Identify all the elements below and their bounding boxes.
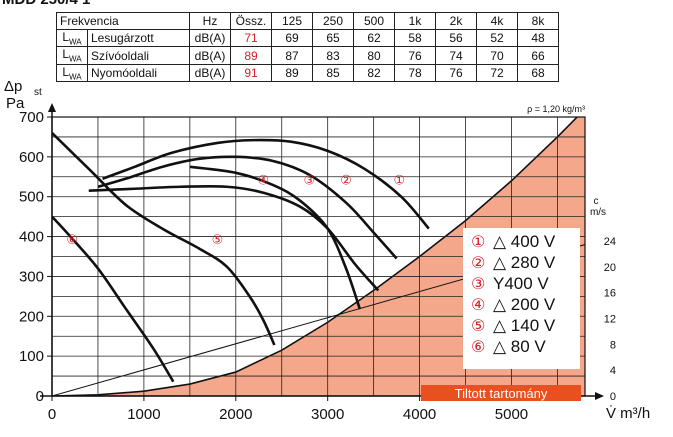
row-symbol: LWA: [56, 63, 88, 83]
table-row: LWA Szívóoldali dB(A) 89 87 83 80 76 74 …: [56, 46, 559, 65]
fan-curve-6: [52, 215, 175, 383]
forbidden-zone-box: [421, 385, 581, 401]
y-tick-label: 100: [19, 348, 44, 365]
fan-curve-3: [88, 184, 380, 292]
row-value: 83: [312, 46, 354, 65]
x-tick-label: 1000: [127, 406, 160, 423]
curve-number-label: ②: [340, 173, 352, 188]
fan-curve-1: [102, 138, 430, 230]
velocity-tick-label: 16: [604, 288, 616, 300]
row-value: 78: [394, 63, 436, 83]
legend-entry: △ 400 V: [493, 232, 556, 251]
legend-number: ①: [471, 232, 485, 251]
sound-table: Frekvencia Hz Össz. 125 250 500 1k 2k 4k…: [56, 12, 559, 83]
y-axis-label-sub: st: [34, 87, 42, 98]
legend-number: ②: [471, 253, 485, 272]
legend-number: ③: [471, 274, 485, 293]
legend-box: [463, 228, 580, 369]
labels-layer: ① ② ③ ④ ⑤ ⑥ Tiltott tartomány ① △ 400 V ② △ 280 V ③…: [66, 173, 581, 401]
density-note: ρ = 1,20 kg/m³: [527, 104, 585, 114]
x-tick-label: 4000: [403, 406, 436, 423]
velocity-tick-label: 4: [610, 365, 616, 377]
x-tick-label: 0: [48, 406, 56, 423]
legend-entry: △ 280 V: [493, 253, 556, 272]
row-value: 58: [394, 28, 436, 48]
legend-number: ⑤: [471, 316, 485, 335]
x-axis-label: V̇ m³/h: [606, 405, 650, 422]
y-tick-label: 0: [36, 388, 44, 405]
x-tick-label: 2000: [219, 406, 252, 423]
y-tick-label: 700: [19, 109, 44, 126]
y-axis-unit: Pa: [6, 95, 25, 112]
legend-entry: △ 140 V: [493, 316, 556, 335]
row-value: 80: [353, 46, 395, 65]
row-value: 85: [312, 63, 354, 83]
y-axis-label: Δp: [4, 78, 22, 95]
curve-number-label: ①: [394, 173, 406, 188]
y-tick-label: 500: [19, 189, 44, 206]
row-name: Szívóoldali: [87, 46, 190, 65]
row-value: 72: [476, 63, 518, 83]
table-header-row: Frekvencia Hz Össz. 125 250 500 1k 2k 4k…: [56, 12, 559, 30]
velocity-tick-label: 20: [604, 262, 616, 274]
row-total: 91: [230, 63, 272, 83]
x-tick-label: 5000: [495, 406, 528, 423]
velocity-tick-label: 0: [610, 391, 616, 403]
y-tick-label: 200: [19, 308, 44, 325]
header-4k: 4k: [476, 12, 518, 30]
x-axis-arrow: [595, 392, 604, 400]
legend-number: ⑥: [471, 337, 485, 356]
y-axis-arrow: [48, 103, 56, 112]
velocity-tick-label: 8: [610, 339, 616, 351]
velocity-axis-unit: m/s: [590, 207, 606, 218]
curve-number-label: ⑤: [212, 233, 224, 248]
fan-curve-5: [52, 132, 276, 346]
row-unit: dB(A): [189, 63, 231, 83]
row-value: 70: [476, 46, 518, 65]
x-tick-label: 3000: [311, 406, 344, 423]
curve-number-label: ④: [258, 173, 270, 188]
chart-title: MDD 250/4 1: [2, 0, 90, 8]
velocity-axis-label: c: [594, 196, 599, 207]
y-tick-label: 400: [19, 229, 44, 246]
legend-number: ④: [471, 295, 485, 314]
y-tick-label: 600: [19, 149, 44, 166]
velocity-tick-label: 24: [604, 236, 616, 248]
row-value: 68: [517, 63, 559, 83]
row-name: Lesugárzott: [87, 28, 190, 48]
header-250: 250: [312, 12, 354, 30]
y-tick-label: 300: [19, 268, 44, 285]
legend-entry: Y400 V: [493, 274, 549, 293]
fan-curve-4: [189, 165, 362, 310]
row-name: Nyomóoldali: [87, 63, 190, 83]
legend-entry: △ 200 V: [493, 295, 556, 314]
legend-entry: △ 80 V: [493, 337, 546, 356]
forbidden-zone: [52, 117, 585, 396]
velocity-tick-label: 12: [604, 314, 616, 326]
table-row: LWA Nyomóoldali dB(A) 91 89 85 82 78 76 …: [56, 63, 559, 83]
curve-number-label: ③: [303, 173, 315, 188]
row-value: 89: [271, 63, 313, 83]
curve-number-label: ⑥: [66, 233, 78, 248]
fan-curve-2: [97, 155, 398, 260]
forbidden-zone-label: Tiltott tartomány: [455, 386, 548, 401]
